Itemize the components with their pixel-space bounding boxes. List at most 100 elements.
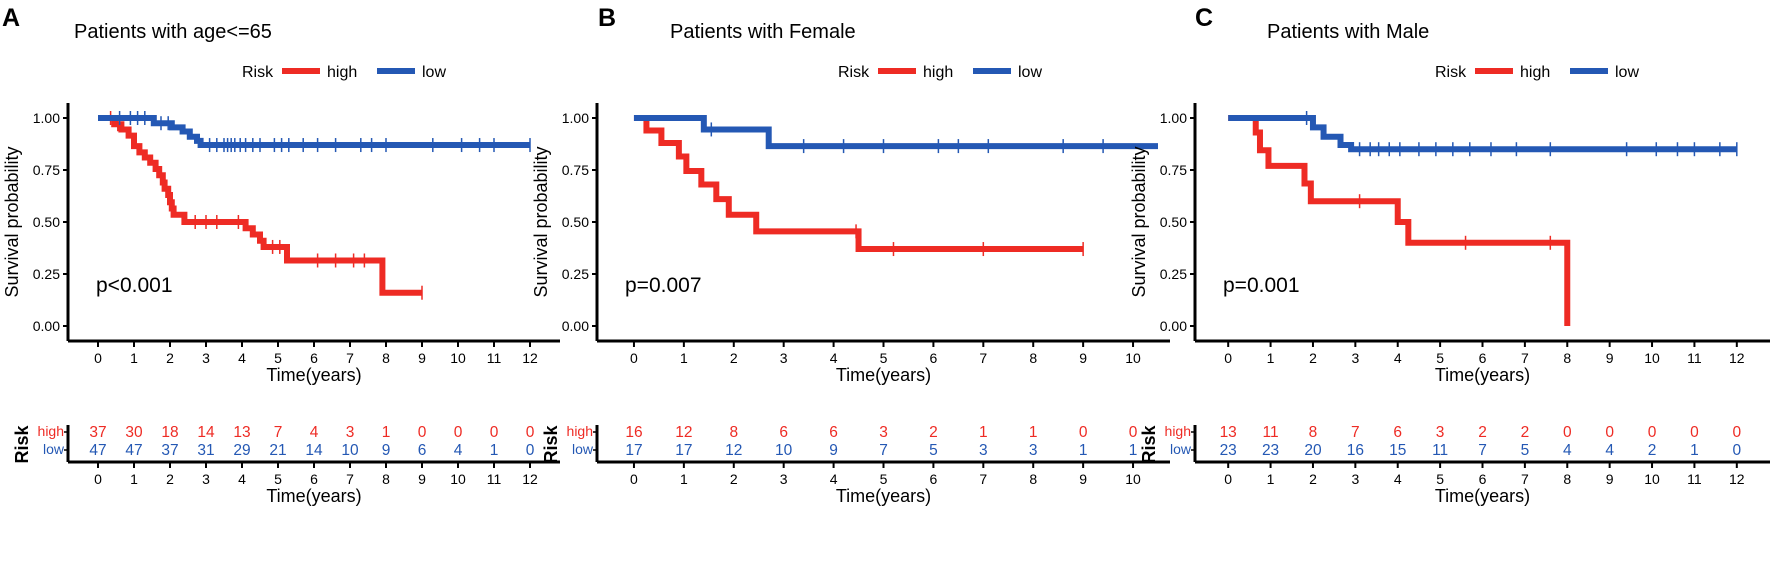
y-tick-label: 1.00 bbox=[33, 110, 60, 126]
x-tick-label: 7 bbox=[979, 350, 987, 366]
risk-x-tick-label: 3 bbox=[202, 471, 210, 487]
risk-x-tick-label: 1 bbox=[680, 471, 688, 487]
risk-x-tick-label: 10 bbox=[1644, 471, 1660, 487]
x-tick-label: 8 bbox=[382, 350, 390, 366]
x-tick-label: 1 bbox=[680, 350, 688, 366]
legend-label-low: low bbox=[1018, 64, 1042, 81]
risk-count-high: 1 bbox=[382, 424, 391, 441]
risk-count-low: 15 bbox=[1389, 442, 1406, 459]
risk-x-tick-label: 8 bbox=[1029, 471, 1037, 487]
x-tick-label: 9 bbox=[418, 350, 426, 366]
risk-count-low: 9 bbox=[382, 442, 391, 459]
risk-count-high: 16 bbox=[625, 424, 642, 441]
risk-count-high: 8 bbox=[1309, 424, 1318, 441]
survival-curve-low bbox=[633, 115, 1158, 150]
x-tick-label: 5 bbox=[274, 350, 282, 366]
risk-x-tick-label: 6 bbox=[930, 471, 938, 487]
legend-title: Risk bbox=[242, 64, 274, 81]
x-tick-label: 12 bbox=[522, 350, 538, 366]
panel-label: C bbox=[1195, 4, 1213, 32]
risk-count-low: 7 bbox=[1478, 442, 1487, 459]
risk-count-high: 3 bbox=[346, 424, 355, 441]
risk-count-low: 14 bbox=[305, 442, 323, 459]
risk-x-tick-label: 9 bbox=[1606, 471, 1614, 487]
x-tick-label: 11 bbox=[487, 350, 502, 366]
risk-x-tick-label: 10 bbox=[450, 471, 466, 487]
risk-x-tick-label: 8 bbox=[1563, 471, 1571, 487]
risk-count-high: 2 bbox=[1478, 424, 1487, 441]
x-tick-label: 8 bbox=[1563, 350, 1571, 366]
x-tick-label: 1 bbox=[130, 350, 138, 366]
risk-x-tick-label: 8 bbox=[382, 471, 390, 487]
risk-count-low: 23 bbox=[1262, 442, 1279, 459]
risk-count-low: 1 bbox=[1690, 442, 1699, 459]
risk-x-tick-label: 5 bbox=[274, 471, 282, 487]
x-tick-label: 7 bbox=[346, 350, 354, 366]
x-tick-label: 2 bbox=[1309, 350, 1317, 366]
survival-curve-high bbox=[633, 115, 1084, 253]
risk-count-high: 6 bbox=[1393, 424, 1402, 441]
risk-x-tick-label: 6 bbox=[310, 471, 318, 487]
risk-x-axis-title: Time(years) bbox=[1435, 486, 1530, 506]
risk-x-tick-label: 2 bbox=[730, 471, 738, 487]
x-tick-label: 9 bbox=[1606, 350, 1614, 366]
risk-x-tick-label: 12 bbox=[1729, 471, 1745, 487]
y-tick-label: 0.00 bbox=[562, 318, 589, 334]
legend-label-high: high bbox=[923, 64, 953, 81]
risk-table-title: Risk bbox=[541, 425, 561, 464]
risk-row-label-high: high bbox=[38, 423, 64, 439]
y-tick-label: 0.25 bbox=[1160, 266, 1187, 282]
risk-x-tick-label: 3 bbox=[780, 471, 788, 487]
risk-count-high: 7 bbox=[274, 424, 283, 441]
risk-count-low: 2 bbox=[1648, 442, 1657, 459]
panel-b: B Patients with Female Risk high low 0.00 0.25… bbox=[531, 4, 1170, 506]
chart-title: Patients with age<=65 bbox=[74, 21, 272, 43]
risk-x-tick-label: 1 bbox=[130, 471, 138, 487]
legend-title: Risk bbox=[838, 64, 870, 81]
risk-count-high: 0 bbox=[1563, 424, 1572, 441]
risk-x-axis-title: Time(years) bbox=[836, 486, 931, 506]
risk-count-high: 14 bbox=[197, 424, 215, 441]
y-tick-label: 0.00 bbox=[1160, 318, 1187, 334]
risk-count-low: 37 bbox=[161, 442, 178, 459]
x-tick-label: 4 bbox=[238, 350, 246, 366]
x-tick-label: 3 bbox=[1351, 350, 1359, 366]
risk-count-low: 21 bbox=[269, 442, 286, 459]
y-tick-label: 1.00 bbox=[562, 110, 589, 126]
risk-x-tick-label: 6 bbox=[1479, 471, 1487, 487]
legend-label-low: low bbox=[1615, 64, 1639, 81]
risk-x-tick-label: 11 bbox=[487, 471, 502, 487]
y-tick-label: 0.00 bbox=[33, 318, 60, 334]
legend-label-high: high bbox=[327, 64, 357, 81]
risk-x-tick-label: 3 bbox=[1351, 471, 1359, 487]
risk-count-high: 37 bbox=[89, 424, 106, 441]
p-value: p=0.001 bbox=[1223, 274, 1300, 297]
risk-count-high: 2 bbox=[929, 424, 938, 441]
y-tick-label: 0.50 bbox=[562, 214, 589, 230]
risk-table-title: Risk bbox=[1139, 425, 1159, 464]
risk-count-low: 3 bbox=[1029, 442, 1038, 459]
risk-count-low: 4 bbox=[1563, 442, 1572, 459]
risk-x-tick-label: 4 bbox=[238, 471, 246, 487]
risk-count-high: 0 bbox=[454, 424, 463, 441]
risk-count-low: 6 bbox=[418, 442, 427, 459]
risk-count-low: 5 bbox=[929, 442, 938, 459]
chart-title: Patients with Female bbox=[670, 21, 856, 43]
risk-count-high: 0 bbox=[1690, 424, 1699, 441]
risk-count-high: 0 bbox=[418, 424, 427, 441]
y-axis-title: Survival probability bbox=[1129, 146, 1149, 297]
risk-count-high: 6 bbox=[779, 424, 788, 441]
risk-count-low: 1 bbox=[1129, 442, 1138, 459]
panel-a: A Patients with age<=65 Risk high low 0.00 0.2… bbox=[2, 4, 560, 506]
risk-count-high: 2 bbox=[1521, 424, 1530, 441]
risk-count-low: 29 bbox=[233, 442, 250, 459]
risk-x-tick-label: 0 bbox=[94, 471, 102, 487]
risk-count-high: 11 bbox=[1263, 424, 1279, 441]
risk-count-low: 1 bbox=[1079, 442, 1088, 459]
risk-row-label-low: low bbox=[572, 441, 594, 457]
risk-count-high: 8 bbox=[729, 424, 738, 441]
x-tick-label: 0 bbox=[1224, 350, 1232, 366]
risk-count-low: 31 bbox=[197, 442, 214, 459]
